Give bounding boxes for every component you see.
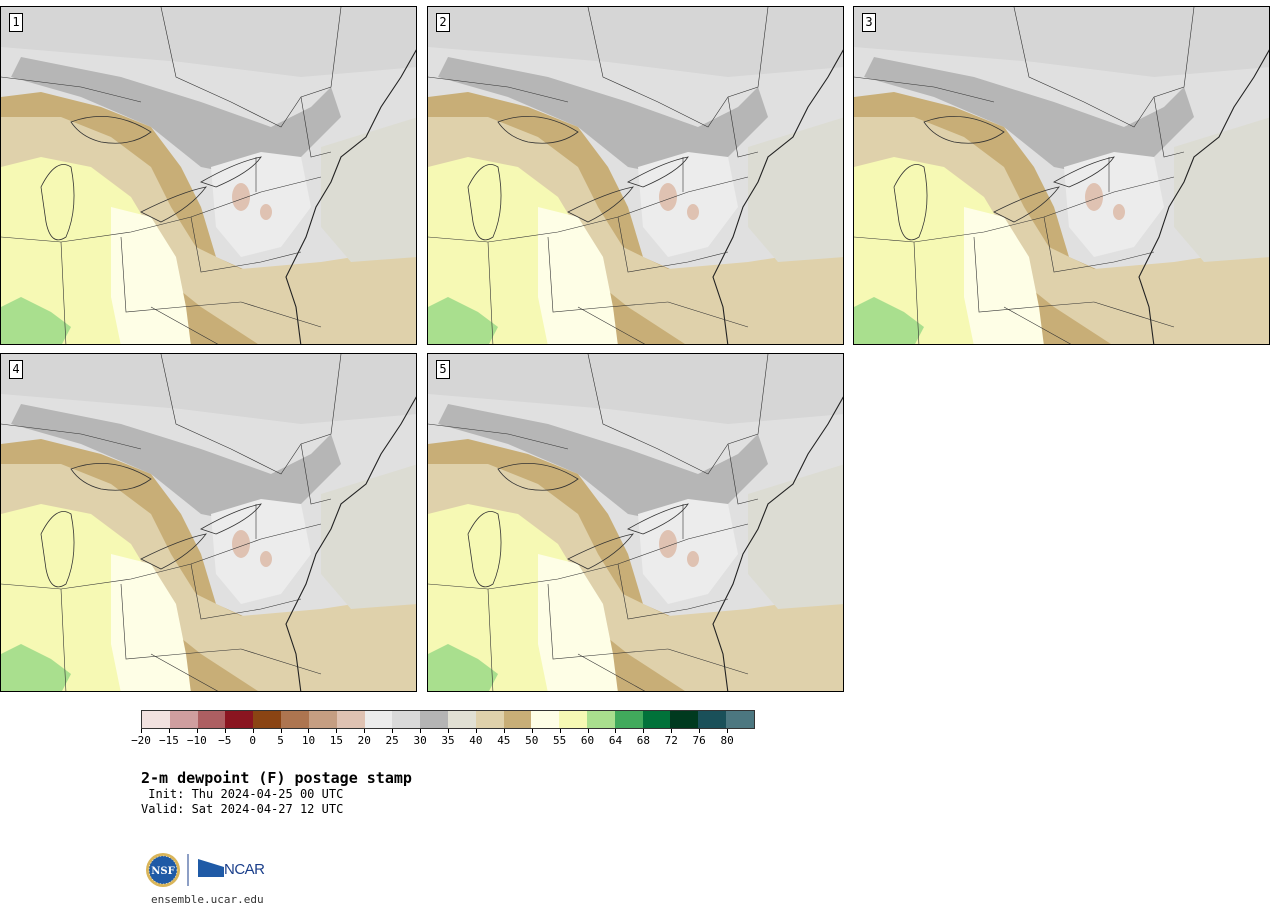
colorbar-segment — [336, 711, 365, 728]
forecast-panel-2: 2 — [427, 6, 844, 345]
colorbar-tick-label: 10 — [301, 734, 316, 747]
colorbar-segment — [169, 711, 198, 728]
ncar-logo-text: NCAR — [224, 861, 265, 878]
colorbar-segment — [225, 711, 254, 728]
colorbar-tick-label: 30 — [413, 734, 427, 747]
colorbar-tick — [503, 729, 505, 733]
colorbar-tick-label: 35 — [441, 734, 455, 747]
colorbar-segment — [420, 711, 448, 728]
colorbar-tick-label: 76 — [692, 734, 706, 747]
colorbar-segment — [392, 711, 421, 728]
colorbar-segment — [698, 711, 727, 728]
colorbar-tick-label: −15 — [158, 734, 179, 747]
colorbar-tick — [336, 729, 338, 733]
colorbar-tick — [392, 729, 394, 733]
colorbar-segment — [670, 711, 699, 728]
panel-number: 2 — [436, 13, 450, 32]
dewpoint-map — [428, 354, 843, 691]
colorbar-tick — [559, 729, 561, 733]
valid-time: Valid: Sat 2024-04-27 12 UTC — [141, 802, 344, 816]
colorbar-segment — [197, 711, 226, 728]
colorbar-tick — [420, 729, 422, 733]
colorbar-segment — [614, 711, 643, 728]
forecast-panel-3: 3 — [853, 6, 1270, 345]
colorbar-tick — [448, 729, 449, 733]
panel-number: 3 — [862, 13, 876, 32]
colorbar-tick-label: 40 — [469, 734, 483, 747]
colorbar-tick-label: 64 — [608, 734, 623, 747]
forecast-panel-1: 1 — [0, 6, 417, 345]
colorbar — [141, 710, 755, 729]
panel-number: 4 — [9, 360, 23, 379]
dewpoint-map — [1, 7, 416, 344]
colorbar-tick-label: 20 — [357, 734, 371, 747]
colorbar-segment — [642, 711, 671, 728]
forecast-panel-5: 5 — [427, 353, 844, 692]
colorbar-tick-label: −20 — [131, 734, 151, 747]
chart-title: 2-m dewpoint (F) postage stamp — [141, 769, 412, 787]
svg-text:NSF: NSF — [151, 866, 174, 877]
colorbar-tick — [364, 729, 366, 733]
colorbar-tick-label: 25 — [385, 734, 399, 747]
dewpoint-map — [428, 7, 843, 344]
colorbar-tick-label: 5 — [277, 734, 284, 747]
colorbar-tick-label: 45 — [497, 734, 511, 747]
colorbar-tick — [727, 729, 729, 733]
panel-number: 1 — [9, 13, 23, 32]
colorbar-segment — [531, 711, 560, 728]
colorbar-tick-label: −10 — [186, 734, 207, 747]
colorbar-tick — [196, 729, 198, 733]
colorbar-tick — [475, 729, 477, 733]
nsf-ncar-logos: NSF — [146, 853, 224, 887]
init-time: Init: Thu 2024-04-25 00 UTC — [141, 787, 344, 801]
colorbar-tick-label: 72 — [664, 734, 678, 747]
panel-number: 5 — [436, 360, 450, 379]
colorbar-tick — [671, 729, 673, 733]
colorbar-tick-label: 0 — [249, 734, 256, 747]
colorbar-tick-label: 55 — [553, 734, 567, 747]
colorbar-tick — [699, 729, 701, 733]
colorbar-tick — [587, 729, 589, 733]
dewpoint-map — [1, 354, 416, 691]
colorbar-tick-label: 80 — [720, 734, 734, 747]
colorbar-tick — [141, 729, 142, 733]
colorbar-tick — [224, 729, 226, 733]
colorbar-segment — [253, 711, 282, 728]
colorbar-tick — [531, 729, 533, 733]
colorbar-tick-label: −5 — [218, 734, 232, 747]
colorbar-tick — [252, 729, 254, 733]
colorbar-tick — [308, 729, 310, 733]
colorbar-segment — [559, 711, 587, 728]
colorbar-segment — [142, 711, 170, 728]
colorbar-tick — [643, 729, 645, 733]
ncar-logo-icon — [198, 859, 224, 877]
colorbar-segment — [587, 711, 615, 728]
nsf-logo-icon: NSF — [146, 853, 180, 887]
website-url: ensemble.ucar.edu — [151, 893, 264, 906]
colorbar-ticks: −20 −15 −10 −5 0 5 10 15 20 25 30 35 40 45 50 55 60 64 68 7… — [131, 729, 755, 749]
dewpoint-map — [854, 7, 1269, 344]
colorbar-segment — [308, 711, 337, 728]
forecast-panel-4: 4 — [0, 353, 417, 692]
colorbar-segment — [447, 711, 476, 728]
colorbar-segment — [726, 711, 754, 728]
colorbar-tick-label: 68 — [636, 734, 650, 747]
colorbar-segment — [475, 711, 504, 728]
colorbar-tick-label: 15 — [329, 734, 343, 747]
colorbar-tick-label: 60 — [580, 734, 595, 747]
colorbar-tick — [615, 729, 617, 733]
colorbar-segment — [281, 711, 309, 728]
colorbar-segment — [503, 711, 532, 728]
colorbar-tick — [280, 729, 282, 733]
colorbar-segment — [364, 711, 393, 728]
colorbar-tick — [168, 729, 170, 733]
colorbar-tick-label: 50 — [525, 734, 539, 747]
